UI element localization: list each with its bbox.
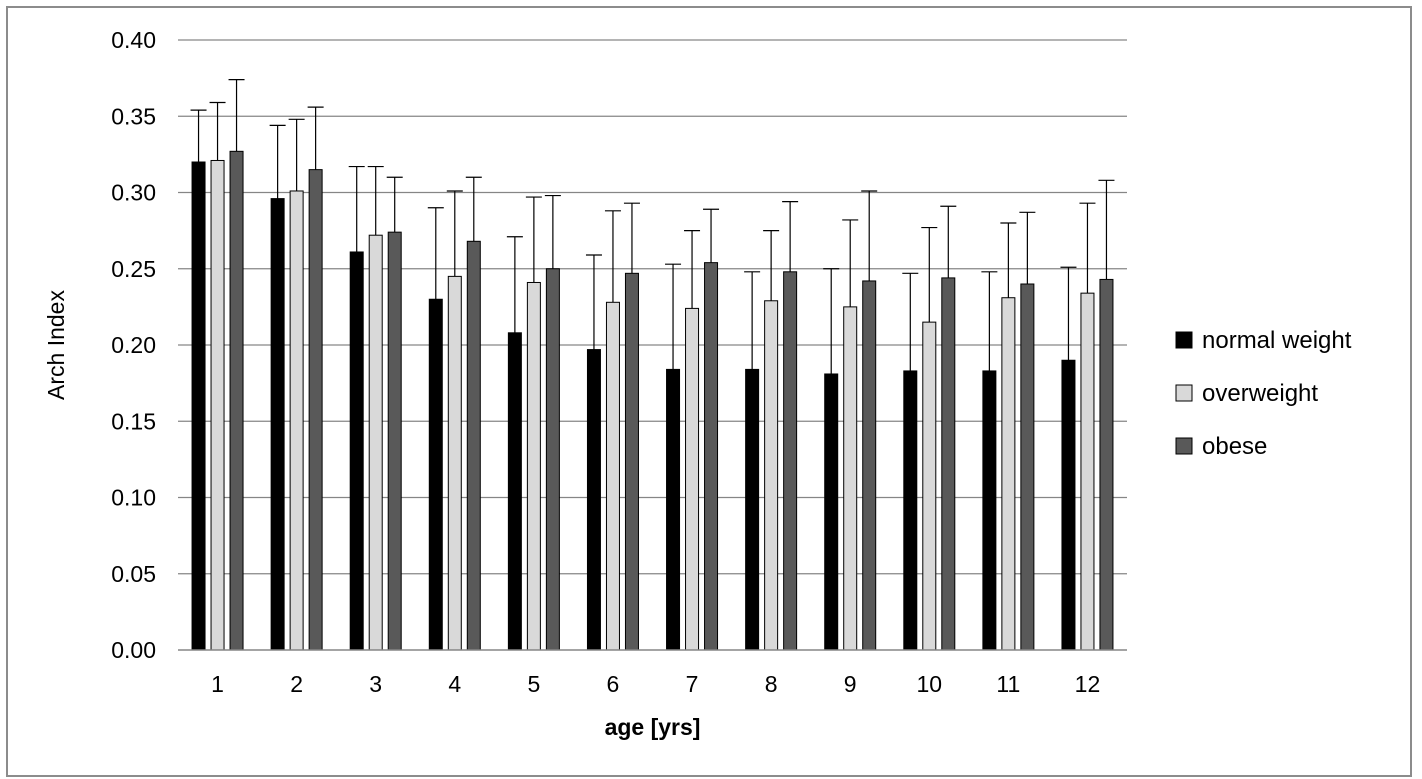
bar-obese-9 <box>862 280 877 651</box>
legend-swatch <box>1175 331 1193 349</box>
y-tick-label: 0.20 <box>111 332 156 358</box>
bar-obese-8 <box>783 271 798 651</box>
bar-normal-weight-7 <box>666 368 681 651</box>
bar-overweight-1 <box>210 159 225 651</box>
x-tick-label: 3 <box>369 671 382 697</box>
y-tick-label: 0.00 <box>111 637 156 663</box>
y-tick-label: 0.35 <box>111 103 156 129</box>
legend: normal weight overweight obese <box>1175 327 1352 460</box>
bar-overweight-5 <box>526 281 541 651</box>
bar-obese-2 <box>308 169 323 651</box>
bar-normal-weight-8 <box>745 368 760 651</box>
bar-overweight-9 <box>843 306 858 651</box>
x-tick-label: 5 <box>527 671 540 697</box>
bar-obese-5 <box>545 268 560 651</box>
bar-overweight-6 <box>605 301 620 651</box>
bar-normal-weight-3 <box>349 251 364 651</box>
y-tick-label: 0.40 <box>111 27 156 53</box>
bar-normal-weight-11 <box>982 370 997 651</box>
bar-normal-weight-12 <box>1061 359 1076 651</box>
x-tick-label: 1 <box>211 671 224 697</box>
legend-label: obese <box>1202 433 1267 460</box>
bars <box>191 150 1114 651</box>
x-tick-label: 7 <box>686 671 699 697</box>
bar-obese-6 <box>624 272 639 651</box>
bar-obese-7 <box>704 262 719 651</box>
y-axis-ticks: 0.00 0.05 0.10 0.15 0.20 0.25 0.30 0.35 0.40 <box>111 27 156 663</box>
bar-normal-weight-6 <box>586 349 601 651</box>
y-axis-title: Arch Index <box>43 290 69 400</box>
y-tick-label: 0.10 <box>111 485 156 511</box>
y-tick-label: 0.30 <box>111 180 156 206</box>
error-bars <box>190 79 1115 374</box>
bar-overweight-3 <box>368 234 383 651</box>
x-tick-label: 8 <box>765 671 778 697</box>
legend-swatch <box>1175 437 1193 455</box>
bar-overweight-12 <box>1080 292 1095 651</box>
bar-normal-weight-10 <box>903 370 918 651</box>
x-axis-ticks: 1 2 3 4 5 6 7 8 9 10 11 12 <box>211 671 1100 697</box>
bar-normal-weight-9 <box>824 373 839 651</box>
bar-overweight-11 <box>1001 297 1016 651</box>
legend-swatch <box>1175 384 1193 402</box>
x-tick-label: 2 <box>290 671 303 697</box>
bar-obese-1 <box>229 150 244 651</box>
x-tick-label: 6 <box>607 671 620 697</box>
x-tick-label: 9 <box>844 671 857 697</box>
x-tick-label: 10 <box>916 671 942 697</box>
x-tick-label: 11 <box>996 671 1020 697</box>
bar-overweight-2 <box>289 190 304 651</box>
x-axis-title: age [yrs] <box>605 714 701 740</box>
bar-obese-10 <box>941 277 956 651</box>
bar-normal-weight-5 <box>507 332 522 651</box>
bar-normal-weight-2 <box>270 198 285 651</box>
bar-obese-11 <box>1020 283 1035 651</box>
legend-label: normal weight <box>1202 327 1352 354</box>
bar-overweight-7 <box>685 307 700 651</box>
y-tick-label: 0.05 <box>111 561 156 587</box>
y-tick-label: 0.25 <box>111 256 156 282</box>
gridlines <box>178 39 1127 575</box>
bar-overweight-8 <box>764 300 779 651</box>
y-tick-label: 0.15 <box>111 408 156 434</box>
x-tick-label: 12 <box>1075 671 1101 697</box>
bar-overweight-10 <box>922 321 937 651</box>
x-tick-label: 4 <box>448 671 461 697</box>
bar-overweight-4 <box>447 275 462 651</box>
bar-obese-12 <box>1099 278 1114 651</box>
bar-normal-weight-4 <box>428 298 443 651</box>
legend-label: overweight <box>1202 380 1318 407</box>
bar-normal-weight-1 <box>191 161 206 651</box>
bar-obese-3 <box>387 231 402 651</box>
bar-obese-4 <box>466 240 481 651</box>
